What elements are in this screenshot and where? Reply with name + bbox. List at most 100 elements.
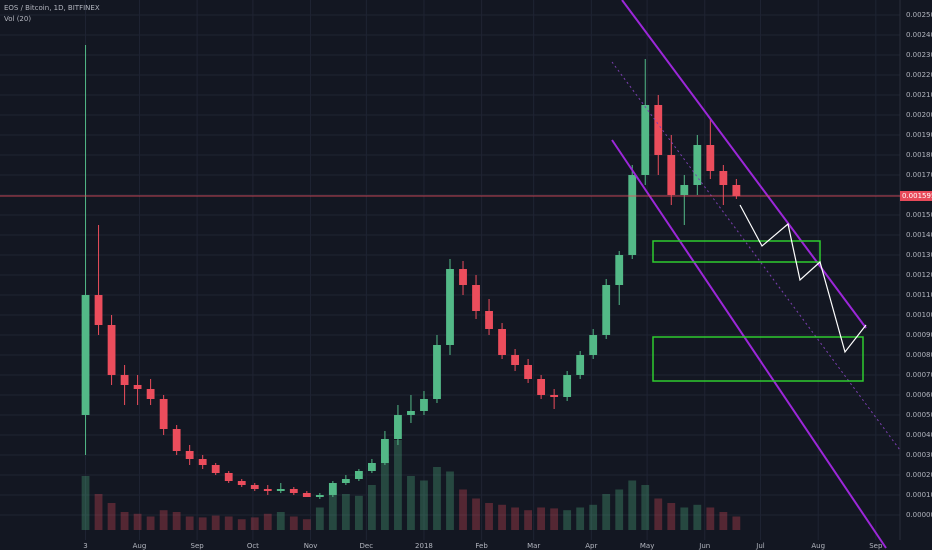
volume-bar [602,494,611,530]
volume-bar [485,503,493,530]
candle-body [563,375,572,397]
axis-panel [900,0,932,550]
x-tick-label: 3 [83,542,87,550]
candles [81,45,741,499]
volume-bar [250,517,259,530]
candle-body [472,285,480,311]
candle-body [602,285,611,335]
x-tick-label: Nov [304,542,318,550]
candle-body [381,439,389,463]
candle-body [94,295,103,325]
x-tick-label: Aug [133,542,147,550]
candle-body [615,255,624,285]
y-tick-label: 0.00030000 [906,451,932,459]
y-tick-label: 0.00250000 [906,11,932,19]
candle-body [576,355,585,375]
candle-body [407,411,415,415]
channel-mid [611,61,901,451]
volume-bar [94,494,103,530]
x-tick-label: Sep [191,542,205,550]
last-price-tag [900,191,932,201]
volume-label: Vol (20) [4,15,31,23]
y-tick-label: 0.00190000 [906,131,932,139]
volume-bar [719,512,728,530]
candle-body [133,385,142,389]
candle-body [433,345,441,399]
candle-body [524,365,533,379]
x-tick-label: Oct [247,542,259,550]
candle-body [693,145,702,185]
volume-bar [198,517,207,530]
volume-bar [381,458,389,530]
candle-body [394,415,402,439]
volume-pane [81,440,741,530]
volume-bar [589,504,598,530]
volume-bar [472,498,480,530]
candle-body [302,493,311,497]
volume-bar [133,513,142,530]
y-tick-label: 0.00150000 [906,211,932,219]
candle-body [289,489,298,493]
price-axis: 0.00000000 0.00010000 0.00020000 0.00030000… [899,0,932,550]
y-tick-label: 0.00130000 [906,251,932,259]
volume-bar [550,508,559,530]
volume-bar [628,480,637,530]
y-tick-label: 0.00020000 [906,471,932,479]
y-tick-label: 0.00080000 [906,351,932,359]
volume-bar [524,510,533,530]
candle-body [459,269,467,285]
volume-bar [328,489,337,530]
y-tick-label: 0.00010000 [906,491,932,499]
volume-bar [289,516,298,530]
candle-body [328,483,337,495]
volume-bar [341,494,350,530]
candle-body [341,479,350,483]
x-tick-label: Dec [360,542,374,550]
y-tick-label: 0.00230000 [906,51,932,59]
candle-body [107,325,116,375]
candle-body [420,399,428,411]
y-tick-label: 0.00040000 [906,431,932,439]
channel-lower [611,139,887,549]
x-tick-label: 2018 [415,542,433,550]
y-tick-label: 0.00120000 [906,271,932,279]
volume-bar [237,519,246,530]
volume-bar [654,498,663,530]
volume-bar [172,512,181,530]
candle-body [211,465,220,473]
volume-bar [459,489,467,530]
candle-body [159,399,168,429]
volume-bar [224,516,233,530]
volume-bar [407,476,415,530]
candle-body [680,185,689,195]
x-tick-label: Sep [869,542,883,550]
channel-upper [621,0,867,329]
y-tick-label: 0.00000000 [906,511,932,519]
candle-body [276,489,285,491]
candle-body [263,489,272,491]
candle-body [485,311,493,329]
y-tick-label: 0.00060000 [906,391,932,399]
y-tick-label: 0.00180000 [906,151,932,159]
y-tick-label: 0.00220000 [906,71,932,79]
candle-body [511,355,519,365]
candle-body [250,485,259,489]
candle-body [315,495,324,497]
y-tick-label: 0.00140000 [906,231,932,239]
x-tick-label: May [640,542,654,550]
candle-body [719,171,728,185]
volume-bar [446,471,454,530]
y-tick-label: 0.00210000 [906,91,932,99]
volume-bar [81,476,90,530]
y-tick-label: 0.00170000 [906,171,932,179]
candle-body [354,471,363,479]
candle-body [446,269,454,345]
candle-body [537,379,546,395]
volume-bar [563,510,572,530]
volume-bar [420,480,428,530]
candle-body [146,389,155,399]
candle-body [628,175,637,255]
volume-bar [302,519,311,530]
volume-bar [276,512,285,530]
